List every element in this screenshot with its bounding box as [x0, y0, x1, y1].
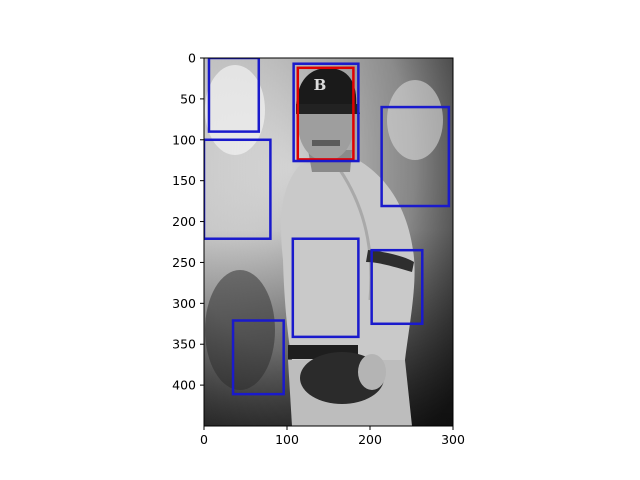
- y-axis: 0 50 100 150 200 250 300 350 400: [172, 51, 204, 393]
- bounding-box-1: [292, 62, 360, 163]
- cap: [296, 68, 357, 110]
- bounding-box-4: [380, 105, 451, 208]
- bounding-box-2: [207, 58, 261, 133]
- uniform: [281, 160, 415, 360]
- pitcher-photo: B: [204, 58, 453, 426]
- y-tick-label: 300: [172, 296, 196, 311]
- y-tick-label: 350: [172, 337, 196, 352]
- y-tick-label: 50: [180, 91, 196, 106]
- detection-boxes: [204, 58, 451, 396]
- bounding-box-3: [204, 138, 272, 240]
- y-tick-label: 150: [172, 173, 196, 188]
- bounding-box-7: [231, 319, 285, 396]
- y-tick-label: 0: [188, 51, 196, 66]
- svg-text:B: B: [314, 76, 327, 94]
- y-tick-label: 100: [172, 132, 196, 147]
- x-tick-label: 300: [441, 432, 465, 447]
- x-tick-label: 100: [275, 432, 299, 447]
- axes-frame: [203, 57, 454, 427]
- x-axis: 0 100 200 300: [200, 426, 465, 447]
- x-tick-label: 0: [200, 432, 208, 447]
- bounding-box-0: [296, 66, 355, 161]
- y-tick-label: 400: [172, 378, 196, 393]
- y-tick-label: 200: [172, 214, 196, 229]
- bounding-box-6: [370, 248, 424, 326]
- y-tick-label: 250: [172, 255, 196, 270]
- bounding-box-5: [291, 237, 360, 339]
- x-tick-label: 200: [358, 432, 382, 447]
